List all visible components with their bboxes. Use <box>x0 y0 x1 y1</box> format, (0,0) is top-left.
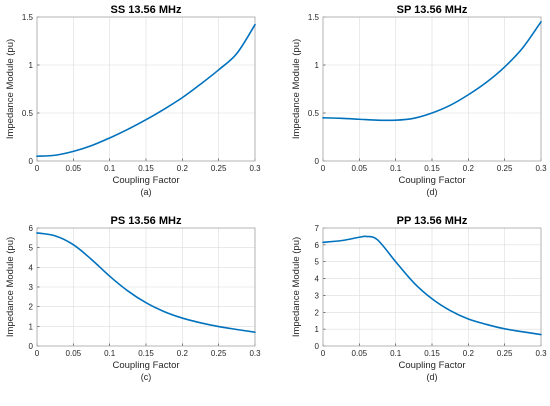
x-tick-label: 0.15 <box>138 164 154 173</box>
x-axis-label: Coupling Factor <box>398 360 465 371</box>
series-line <box>36 232 256 334</box>
series-line <box>322 235 542 336</box>
y-tick-label: 1.5 <box>22 13 34 22</box>
x-tick-label: 0.2 <box>463 164 475 173</box>
chart-title: SP 13.56 MHz <box>397 4 468 16</box>
chart-sp: 0 0.05 0.1 0.15 0.2 0.25 0.3 0 0.5 1 1.5 SP 13.56 M… <box>291 4 547 197</box>
chart-ss: 0 0.05 0.1 0.15 0.2 0.25 0.3 0 0.5 1 1.5 SS 13.56 M… <box>5 4 261 197</box>
x-tick-label: 0.25 <box>497 349 513 358</box>
x-tick-label: 0.05 <box>352 164 368 173</box>
y-tick-label: 5 <box>315 258 320 267</box>
y-axis-label: Impedance Module (pu) <box>5 39 16 139</box>
y-tick-label: 0.5 <box>22 109 34 118</box>
x-tick-label: 0.25 <box>211 164 227 173</box>
panel-caption: (a) <box>141 187 152 197</box>
x-tick-label: 0.1 <box>104 349 116 358</box>
y-tick-label: 0.5 <box>308 109 320 118</box>
y-tick-label: 3 <box>315 291 320 300</box>
x-tick-label: 0.25 <box>211 349 227 358</box>
chart-pp: 0 0.05 0.1 0.15 0.2 0.25 0.3 0 1 2 3 4 5 6 7 PP 13.56 M… <box>291 215 547 382</box>
series-line <box>322 21 542 122</box>
plot-frame <box>36 16 256 162</box>
y-tick-label: 0 <box>315 342 320 351</box>
chart-title: SS 13.56 MHz <box>111 4 182 16</box>
y-tick-label: 3 <box>29 283 34 292</box>
x-tick-label: 0.15 <box>424 164 440 173</box>
x-tick-label: 0.1 <box>104 164 116 173</box>
x-tick-label: 0 <box>321 164 326 173</box>
x-tick-label: 0.15 <box>138 349 154 358</box>
y-tick-label: 4 <box>315 275 320 284</box>
x-tick-label: 0.25 <box>497 164 513 173</box>
y-tick-label: 1 <box>315 61 320 70</box>
y-tick-label: 4 <box>29 263 34 272</box>
y-axis-label: Impedance Module (pu) <box>291 237 302 337</box>
y-tick-label: 7 <box>315 224 320 233</box>
y-tick-label: 2 <box>29 303 34 312</box>
x-tick-label: 0.3 <box>249 164 261 173</box>
y-tick-label: 0 <box>29 342 34 351</box>
x-tick-label: 0.2 <box>177 349 189 358</box>
x-tick-label: 0 <box>35 164 40 173</box>
y-tick-label: 1.5 <box>308 13 320 22</box>
y-axis-label: Impedance Module (pu) <box>5 237 16 337</box>
y-tick-label: 1 <box>29 61 34 70</box>
x-tick-label: 0.1 <box>390 349 402 358</box>
x-tick-label: 0.2 <box>177 164 189 173</box>
x-axis-label: Coupling Factor <box>112 175 179 186</box>
y-axis-label: Impedance Module (pu) <box>291 39 302 139</box>
panel-caption: (c) <box>141 372 152 382</box>
x-tick-label: 0.05 <box>66 349 82 358</box>
panel-caption: (d) <box>427 187 438 197</box>
chart-title: PS 13.56 MHz <box>111 215 182 227</box>
y-tick-label: 0 <box>29 157 34 166</box>
y-tick-label: 2 <box>315 308 320 317</box>
y-tick-label: 6 <box>315 241 320 250</box>
x-tick-label: 0.3 <box>249 349 261 358</box>
x-tick-label: 0 <box>321 349 326 358</box>
chart-ps: 0 0.05 0.1 0.15 0.2 0.25 0.3 0 1 2 3 4 5 6 PS 13.56 MH… <box>5 215 261 382</box>
x-tick-label: 0.3 <box>535 349 547 358</box>
x-tick-label: 0.3 <box>535 164 547 173</box>
chart-title: PP 13.56 MHz <box>397 215 468 227</box>
x-tick-label: 0.05 <box>352 349 368 358</box>
y-tick-label: 0 <box>315 157 320 166</box>
plot-frame <box>36 227 256 347</box>
x-tick-label: 0.05 <box>66 164 82 173</box>
x-tick-label: 0.1 <box>390 164 402 173</box>
x-axis-label: Coupling Factor <box>398 175 465 186</box>
x-axis-label: Coupling Factor <box>112 360 179 371</box>
x-tick-label: 0.15 <box>424 349 440 358</box>
x-tick-label: 0 <box>35 349 40 358</box>
y-tick-label: 1 <box>29 322 34 331</box>
panel-caption: (d) <box>427 372 438 382</box>
x-tick-label: 0.2 <box>463 349 475 358</box>
y-tick-label: 6 <box>29 224 34 233</box>
plot-frame <box>322 227 542 347</box>
series-line <box>36 23 256 157</box>
plot-frame <box>322 16 542 162</box>
y-tick-label: 5 <box>29 244 34 253</box>
y-tick-label: 1 <box>315 325 320 334</box>
